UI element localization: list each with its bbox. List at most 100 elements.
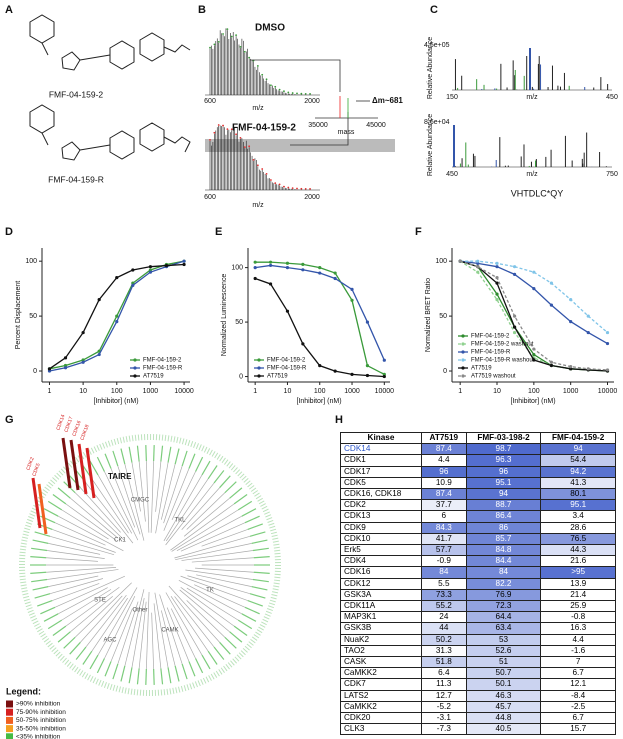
compound-label: FMF-04-159-2 [49,89,104,99]
tree-leaf [63,636,76,649]
tree-leaf [241,508,257,517]
spectrum-dot [239,137,242,139]
y-tick-label: 50 [29,313,37,320]
data-point [81,330,85,335]
data-point [333,276,337,281]
spectrum-dot [222,124,224,127]
tree-leaf [31,578,48,583]
tree-leaf [241,613,257,622]
data-point [81,358,85,362]
tree-leaf [47,500,63,511]
spectrum-dot [296,92,298,95]
spectrum-dot [270,179,272,181]
tree-leaf [112,450,119,467]
tree-branch [163,474,203,542]
tree-branch [165,592,203,656]
tree-leaf [249,593,266,599]
tree-branch [58,587,108,615]
x-tick-label: 1000 [143,388,159,395]
legend-swatch [6,716,13,724]
y-tick-label: 0 [239,373,243,380]
kinase-cell: CDK16 [340,566,422,579]
tree-leaf [249,531,266,537]
spectrum-dot [239,45,242,48]
tree-branch [52,529,116,553]
tree-branch [54,575,126,608]
table-row: CDK9 84.3 86 28.6 [340,521,616,534]
data-point [569,367,573,371]
value-cell: 28.6 [540,521,616,534]
spectrum-dot [256,164,259,167]
tree-leaf [247,600,263,607]
tree-leaf [229,631,243,643]
value-cell: 41.7 [420,532,467,546]
selectivity-table: Kinase AT7519 FMF-03-198-2 FMF-04-159-2 CDK1… [340,431,616,736]
value-cell: 3.4 [540,510,616,523]
kinase-cell: Erk5 [340,544,422,557]
value-cell: 40.5 [465,723,542,736]
value-cell: 41.3 [540,476,616,490]
tree-leaf [52,625,67,637]
value-cell: -2.5 [540,700,616,714]
family-label: TAIRE [108,472,132,481]
highlight-label: CDK2 [25,456,35,471]
value-cell: 54.4 [540,454,616,467]
header-cell: AT7519 [420,431,467,445]
tree-leaf [224,636,237,649]
data-point [63,363,68,368]
data-point [532,287,536,291]
axis-title: m/z [526,94,538,101]
legend-label: AT7519 [143,374,164,380]
tree-branch [165,478,209,542]
legend-marker [461,350,465,354]
spectrum-dot [283,185,285,188]
y-tick-label: 50 [439,313,447,320]
tree-branch [49,578,104,595]
value-cell: 57.7 [420,544,467,557]
kinase-cell: CDK4 [340,555,422,568]
value-cell: 45.7 [465,700,542,714]
tree-branch [85,594,127,648]
panel-label: D [5,226,13,238]
value-cell: 84 [465,566,542,579]
data-point [253,276,257,281]
data-point [549,281,554,285]
tree-leaf [128,446,133,463]
tree-leaf [174,448,180,465]
highlight-bar [31,477,42,529]
spectrum-dot [252,158,255,161]
panel-label: E [215,226,222,238]
tree-branch [131,462,141,512]
spectrum-dot [304,187,307,190]
tree-branch [74,582,132,638]
kinase-cell: CDK14 [340,443,422,456]
axis-title: m/z [252,202,264,209]
spectrum-dot [230,128,233,131]
table-row: CDK1 4.4 96.3 54.4 [340,454,616,467]
tree-leaf [82,650,93,665]
value-cell: >95 [540,566,616,579]
tree-leaf [30,556,47,559]
tree-branch [174,596,215,648]
data-point [476,261,480,265]
spectrum-dot [261,73,264,76]
group-label: CK1 [114,538,126,544]
kinase-cell: CDK17 [340,465,422,478]
highlight-label: CDK17 [63,416,74,433]
tree-leaf [252,547,269,552]
tree-leaf [104,453,112,469]
spectrum-dot [235,133,238,136]
tree-leaf [75,646,87,660]
spectrum-dot [265,173,268,175]
kinase-cell: GSK3A [340,588,422,602]
spectrum-dot [235,34,238,37]
tree-branch [178,580,242,615]
x-tick-label: 100 [528,388,540,395]
spectrum-b [205,28,320,191]
tree-branch [104,595,136,659]
group-label: CMGC [131,498,150,504]
data-point [495,292,499,296]
tree-branch [70,497,118,538]
tree-branch [70,595,114,633]
